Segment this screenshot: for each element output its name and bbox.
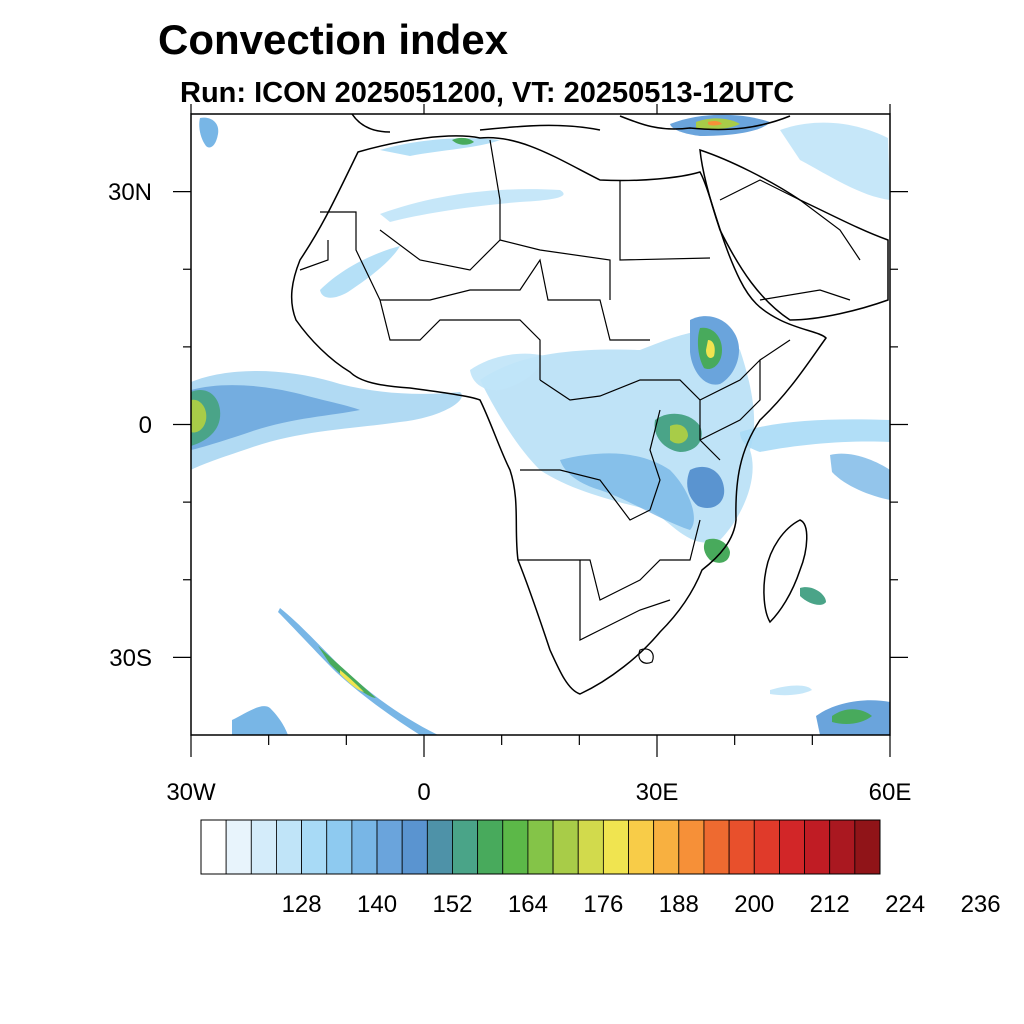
colorbar-swatch	[577, 819, 604, 875]
x-tick-label: 60E	[869, 779, 912, 806]
colorbar-swatch	[200, 819, 227, 875]
field-south-atlantic-max	[340, 670, 364, 692]
colorbar-swatch	[552, 819, 579, 875]
colorbar-swatch	[250, 819, 277, 875]
field-great-lakes-max	[670, 424, 688, 444]
colorbar-swatch	[703, 819, 730, 875]
field-central-africa	[480, 331, 755, 543]
convection-field	[191, 114, 890, 735]
colorbar-swatch	[502, 819, 529, 875]
field-west-sahara-streak	[320, 246, 400, 298]
colorbar-frame	[200, 819, 881, 875]
field-indian-ocean-east	[830, 453, 890, 500]
field-sahara-streak	[380, 189, 564, 222]
field-ethiopia-max	[706, 340, 715, 358]
colorbar-swatch	[779, 819, 805, 875]
border-saudi	[719, 179, 861, 301]
title: Convection index	[158, 16, 509, 63]
x-tick-label: 0	[417, 779, 430, 806]
colorbar-swatch	[628, 819, 655, 875]
field-south-atlantic-core	[318, 646, 376, 698]
map-panel	[173, 104, 908, 757]
colorbar-swatch	[728, 819, 755, 875]
y-tick-label: 0	[139, 412, 152, 439]
field-central-core	[560, 453, 694, 530]
border-southern-africa	[518, 519, 701, 601]
colorbar-label: 152	[432, 891, 472, 918]
colorbar-swatch	[301, 819, 328, 875]
colorbar-label: 176	[583, 891, 623, 918]
colorbar-swatch	[401, 819, 428, 875]
colorbar-swatch	[829, 819, 856, 875]
border-east-africa	[699, 339, 791, 441]
field-tanzania	[687, 466, 725, 508]
field-south-atlantic-front	[278, 608, 438, 735]
border-egypt-sudan	[619, 180, 711, 261]
border-libya-chad	[499, 239, 611, 300]
colorbar-label: 236	[961, 891, 1001, 918]
field-mozambique	[703, 538, 730, 563]
field-mediterranean-green	[452, 137, 474, 145]
colorbar-label: 212	[810, 891, 850, 918]
field-madagascar-east	[800, 587, 826, 605]
field-west-africa	[470, 353, 545, 391]
y-tick-label: 30S	[109, 645, 152, 672]
colorbar-label: 128	[282, 891, 322, 918]
colorbar-label: 200	[734, 891, 774, 918]
field-south-indian	[770, 685, 812, 696]
colorbar-swatch	[376, 819, 403, 875]
colorbar-swatch	[452, 819, 479, 875]
coastlines	[290, 114, 889, 695]
field-turkey-max	[708, 120, 722, 126]
colorbar-swatch	[678, 819, 705, 875]
x-tick-label: 30E	[636, 779, 679, 806]
map-ticks	[173, 104, 908, 757]
border-sahel	[380, 258, 650, 341]
colorbar-swatch	[326, 819, 353, 875]
colorbar-swatch	[602, 819, 629, 875]
colorbar-swatch	[426, 819, 453, 875]
colorbar-swatch	[653, 819, 680, 875]
colorbar	[200, 819, 881, 875]
field-northwest-corner	[199, 117, 219, 148]
colorbar-swatch	[477, 819, 504, 875]
y-axis-labels: 30N 0 30S	[108, 179, 152, 672]
field-southwest-blob	[232, 706, 288, 735]
colorbar-labels: 128 140 152 164 176 188 200 212 224 236	[282, 891, 1001, 918]
field-southeast-core	[832, 709, 872, 724]
europe-coastline	[351, 114, 791, 133]
colorbar-label: 140	[357, 891, 397, 918]
y-tick-label: 30N	[108, 179, 152, 206]
border-drc	[520, 409, 661, 521]
x-axis-labels: 30W 0 30E 60E	[166, 779, 911, 806]
border-namibia-botswana	[579, 560, 671, 641]
border-lesotho	[638, 648, 654, 664]
field-middle-east	[780, 122, 890, 200]
field-atlantic-max	[191, 399, 207, 433]
country-borders	[299, 139, 861, 664]
border-central-africa	[539, 379, 721, 461]
arabia-coastline	[699, 148, 889, 321]
colorbar-label: 164	[508, 891, 548, 918]
field-atlantic-core	[191, 385, 360, 450]
border-west-africa	[379, 299, 541, 380]
field-indian-ocean	[740, 419, 890, 452]
subtitle: Run: ICON 2025051200, VT: 20250513-12UTC	[180, 77, 794, 109]
africa-coastline	[290, 135, 827, 695]
colorbar-swatch	[854, 819, 881, 875]
colorbar-swatch	[753, 819, 780, 875]
colorbar-swatch	[276, 819, 302, 875]
colorbar-swatch	[351, 819, 378, 875]
colorbar-swatch	[527, 819, 554, 875]
colorbar-swatch	[804, 819, 831, 875]
colorbar-swatch	[225, 819, 252, 875]
x-tick-label: 30W	[166, 779, 216, 806]
border-algeria-libya	[379, 139, 501, 271]
colorbar-label: 224	[885, 891, 925, 918]
madagascar-coastline	[763, 519, 808, 624]
colorbar-label: 188	[659, 891, 699, 918]
border-mauritania	[299, 211, 381, 301]
